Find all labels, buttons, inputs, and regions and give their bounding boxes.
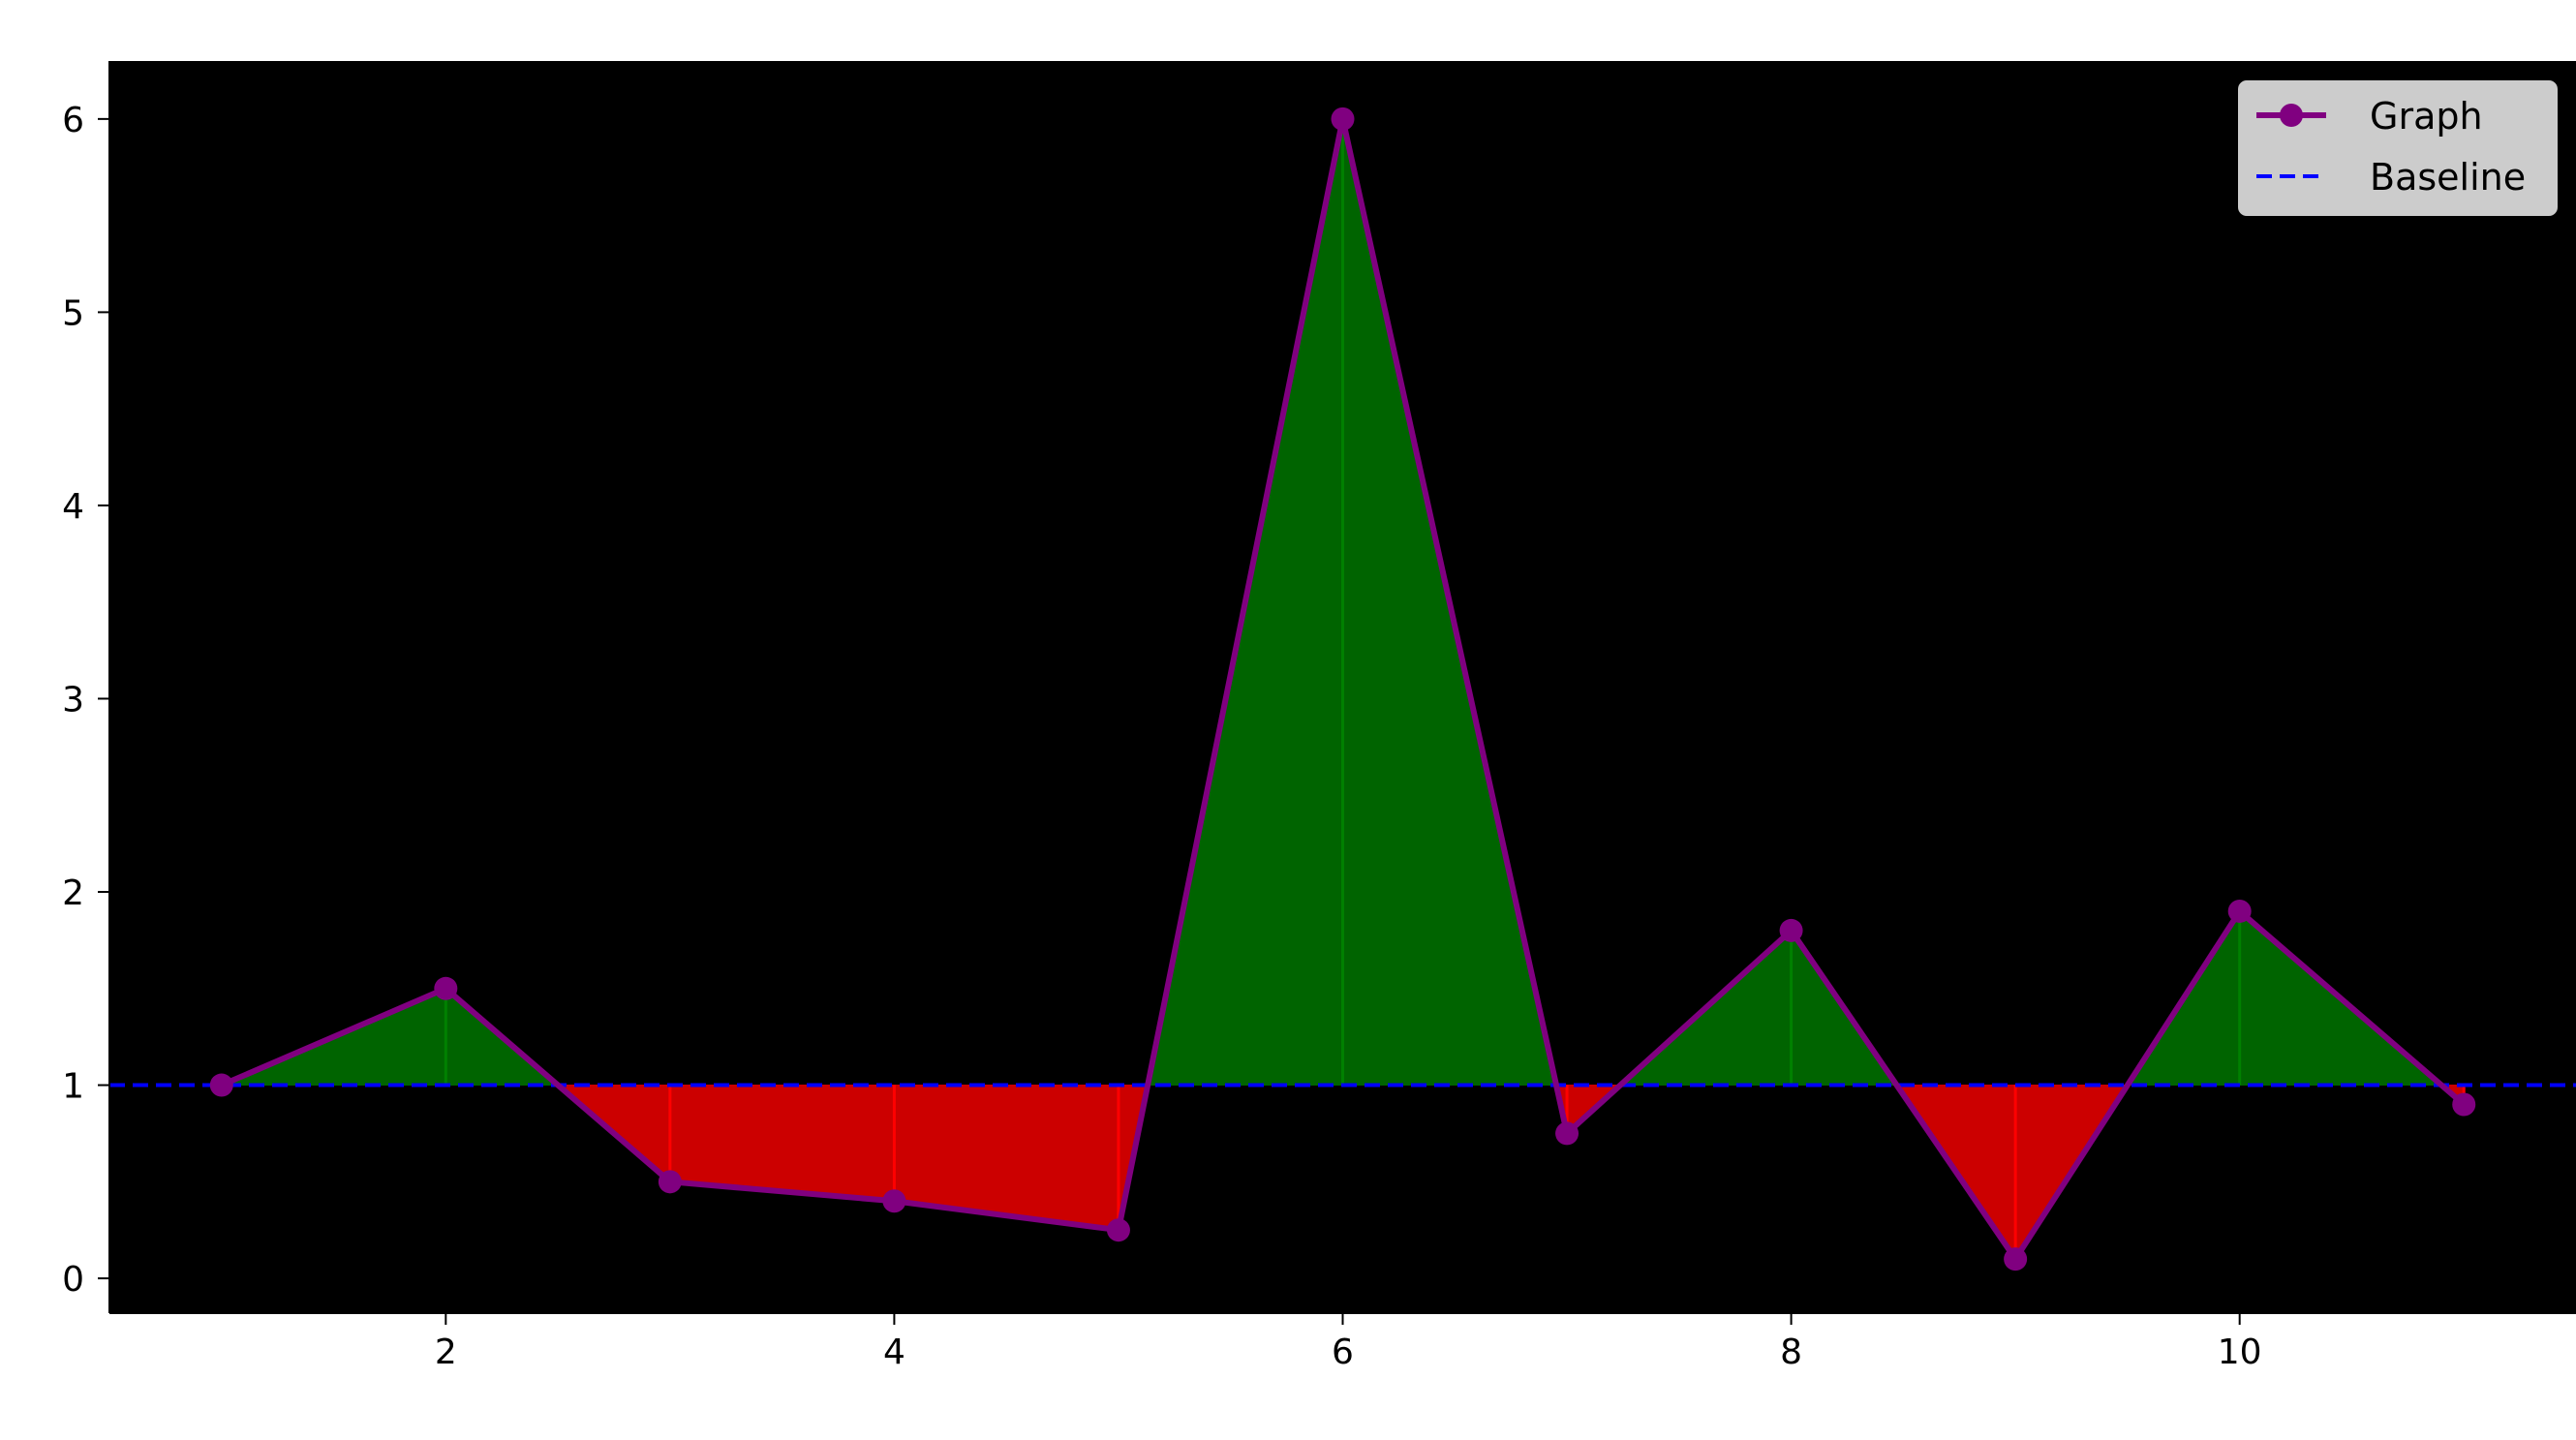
y-tick-label-3: 3 bbox=[62, 680, 84, 720]
data-point-8 bbox=[1779, 918, 1803, 942]
y-tick-label-1: 1 bbox=[62, 1067, 84, 1107]
x-tick-label-6: 6 bbox=[1332, 1333, 1354, 1372]
x-tick-label-4: 4 bbox=[883, 1333, 905, 1372]
data-point-10 bbox=[2227, 899, 2252, 923]
vertical-markers bbox=[444, 118, 2466, 1260]
data-point-5 bbox=[1106, 1218, 1130, 1242]
data-point-1 bbox=[209, 1073, 233, 1097]
y-tick-label-0: 0 bbox=[62, 1260, 84, 1300]
data-point-6 bbox=[1331, 107, 1355, 131]
data-point-4 bbox=[882, 1189, 906, 1213]
x-tick-label-2: 2 bbox=[435, 1333, 457, 1372]
y-tick-label-4: 4 bbox=[62, 487, 84, 527]
data-point-9 bbox=[2004, 1247, 2028, 1271]
y-tick-label-5: 5 bbox=[62, 293, 84, 333]
legend: Graph Baseline bbox=[2238, 80, 2558, 216]
y-tick-label-6: 6 bbox=[62, 101, 84, 140]
legend-label-graph: Graph bbox=[2370, 95, 2483, 138]
series-points bbox=[209, 107, 2476, 1271]
data-point-11 bbox=[2452, 1092, 2476, 1117]
y-tick-label-2: 2 bbox=[62, 873, 84, 913]
x-tick-label-8: 8 bbox=[1780, 1333, 1802, 1372]
x-axis-ticks: 2 4 6 8 10 bbox=[435, 1313, 2262, 1372]
x-tick-label-10: 10 bbox=[2218, 1333, 2262, 1372]
legend-graph-marker bbox=[2280, 104, 2303, 127]
data-point-7 bbox=[1555, 1121, 1579, 1146]
data-point-2 bbox=[434, 976, 458, 1000]
legend-label-baseline: Baseline bbox=[2370, 156, 2526, 199]
data-point-3 bbox=[658, 1170, 682, 1194]
y-axis-ticks: 0 1 2 3 4 5 6 bbox=[62, 101, 109, 1300]
